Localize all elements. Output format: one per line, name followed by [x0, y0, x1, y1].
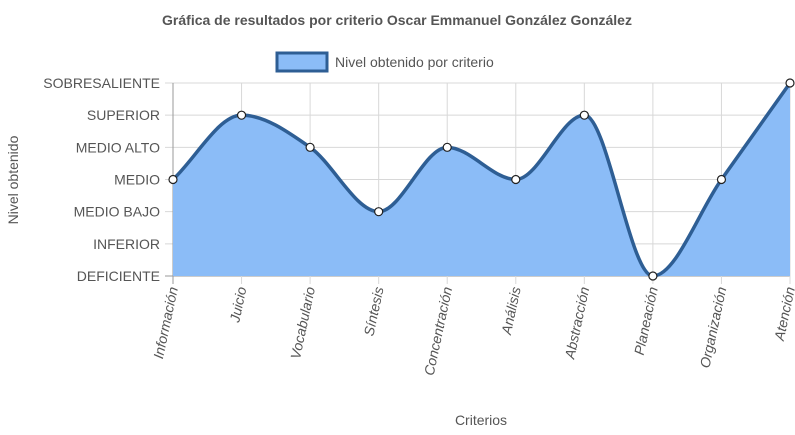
- x-tick-label: Juicio: [226, 285, 249, 325]
- y-tick-label: DEFICIENTE: [77, 268, 160, 284]
- data-point-9[interactable]: [785, 78, 795, 88]
- legend: Nivel obtenido por criterio: [275, 51, 494, 73]
- data-point-8[interactable]: [716, 174, 727, 185]
- series-line: [171, 81, 792, 278]
- x-axis-ticks: Información Juicio Vocabulario Síntesis Conc…: [150, 285, 795, 377]
- y-tick-label: SOBRESALIENTE: [43, 75, 160, 91]
- legend-label: Nivel obtenido por criterio: [335, 54, 494, 70]
- data-point-0[interactable]: [168, 174, 178, 185]
- x-tick-label: Síntesis: [361, 285, 387, 337]
- plot-area: [168, 78, 795, 281]
- x-tick-label: Vocabulario: [287, 285, 318, 360]
- data-point-1[interactable]: [236, 110, 247, 120]
- y-axis-label: Nivel obtenido: [5, 135, 21, 224]
- y-tick-label: SUPERIOR: [87, 107, 160, 123]
- y-axis-ticks: DEFICIENTE INFERIOR MEDIO BAJO MEDIO MEDIO A…: [43, 75, 160, 284]
- legend-swatch[interactable]: [275, 51, 329, 73]
- x-tick-label: Concentración: [421, 285, 455, 377]
- y-tick-label: MEDIO: [114, 172, 160, 188]
- x-tick-label: Abstracción: [561, 285, 592, 361]
- data-point-2[interactable]: [305, 142, 315, 152]
- x-axis-label: Criterios: [455, 412, 507, 428]
- data-point-3[interactable]: [374, 207, 384, 217]
- x-tick-label: Planeación: [631, 285, 661, 356]
- y-tick-label: MEDIO ALTO: [76, 139, 160, 155]
- y-tick-label: INFERIOR: [93, 236, 160, 252]
- x-tick-label: Atención: [771, 285, 795, 343]
- series-area: [173, 83, 790, 276]
- chart-title: Gráfica de resultados por criterio Oscar…: [162, 12, 632, 28]
- data-point-7[interactable]: [648, 271, 658, 281]
- data-point-6[interactable]: [579, 110, 589, 120]
- y-tick-label: MEDIO BAJO: [74, 204, 160, 220]
- x-tick-label: Organización: [697, 285, 730, 369]
- x-tick-label: Análisis: [498, 285, 524, 337]
- data-point-4[interactable]: [442, 142, 452, 152]
- data-point-5[interactable]: [511, 174, 521, 185]
- x-tick-label: Información: [150, 285, 181, 360]
